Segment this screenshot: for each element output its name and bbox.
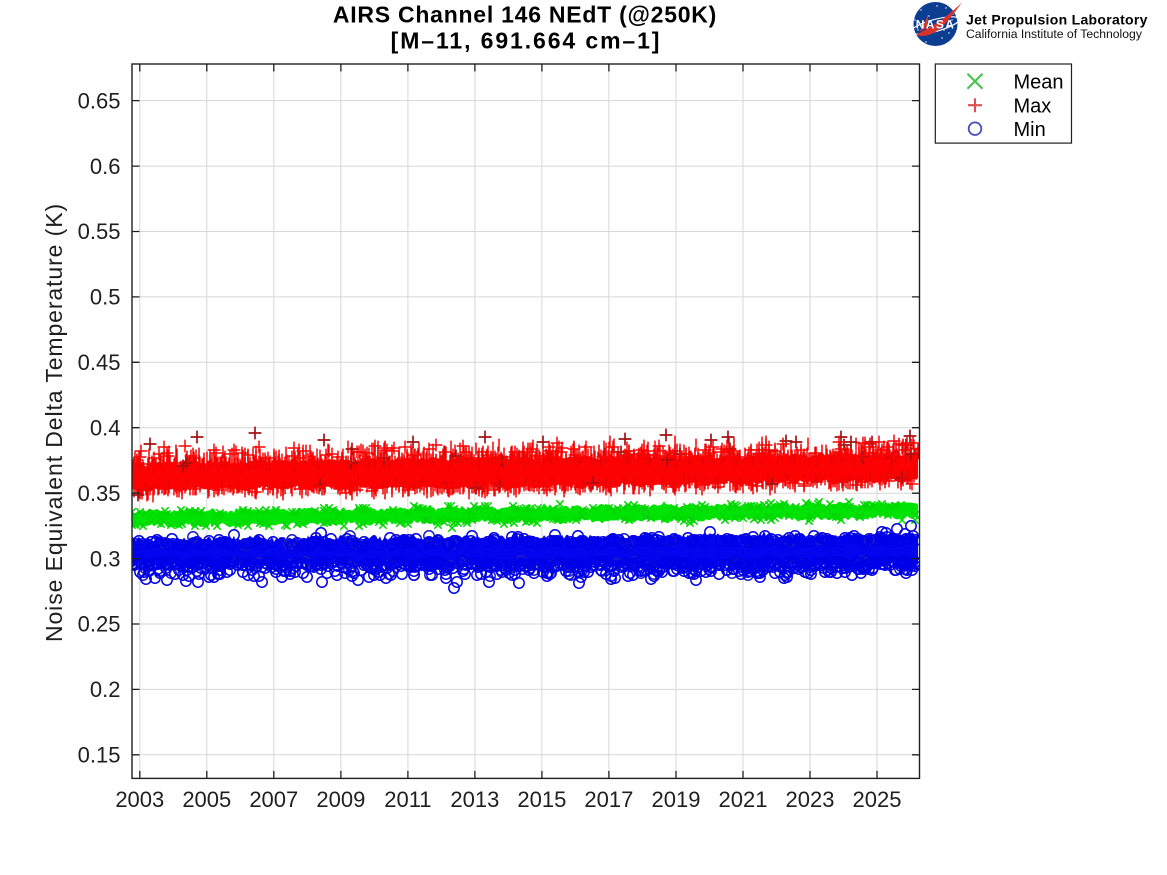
svg-text:2015: 2015	[517, 787, 566, 812]
svg-text:[M–11, 691.664 cm–1]: [M–11, 691.664 cm–1]	[391, 28, 662, 54]
svg-text:2017: 2017	[584, 787, 633, 812]
svg-text:0.15: 0.15	[78, 743, 121, 768]
svg-text:0.6: 0.6	[90, 154, 121, 179]
svg-text:AIRS Channel 146 NEdT (@250K): AIRS Channel 146 NEdT (@250K)	[333, 2, 717, 28]
svg-text:2011: 2011	[384, 787, 431, 812]
svg-text:2007: 2007	[249, 787, 298, 812]
svg-text:2023: 2023	[786, 787, 835, 812]
svg-text:2021: 2021	[719, 787, 768, 812]
svg-text:2005: 2005	[182, 787, 231, 812]
svg-text:Max: Max	[1014, 95, 1052, 117]
svg-text:Min: Min	[1014, 119, 1046, 141]
svg-text:2009: 2009	[316, 787, 365, 812]
svg-text:2025: 2025	[853, 787, 902, 812]
svg-text:California Institute of Techno: California Institute of Technology	[966, 27, 1143, 41]
svg-text:0.25: 0.25	[78, 612, 121, 637]
svg-text:Noise Equivalent Delta Tempera: Noise Equivalent Delta Temperature (K)	[41, 203, 67, 642]
svg-text:0.55: 0.55	[78, 219, 121, 244]
svg-text:0.2: 0.2	[90, 677, 121, 702]
svg-text:NASA: NASA	[916, 18, 956, 32]
svg-text:0.5: 0.5	[90, 285, 121, 310]
svg-text:0.35: 0.35	[78, 481, 121, 506]
svg-text:2003: 2003	[115, 787, 164, 812]
svg-text:2013: 2013	[450, 787, 499, 812]
svg-text:0.45: 0.45	[78, 350, 121, 375]
svg-text:2019: 2019	[652, 787, 701, 812]
svg-text:0.65: 0.65	[78, 88, 121, 113]
svg-text:0.4: 0.4	[90, 415, 121, 440]
svg-text:Mean: Mean	[1014, 71, 1064, 93]
svg-text:0.3: 0.3	[90, 546, 121, 571]
svg-text:Jet Propulsion Laboratory: Jet Propulsion Laboratory	[966, 11, 1148, 27]
